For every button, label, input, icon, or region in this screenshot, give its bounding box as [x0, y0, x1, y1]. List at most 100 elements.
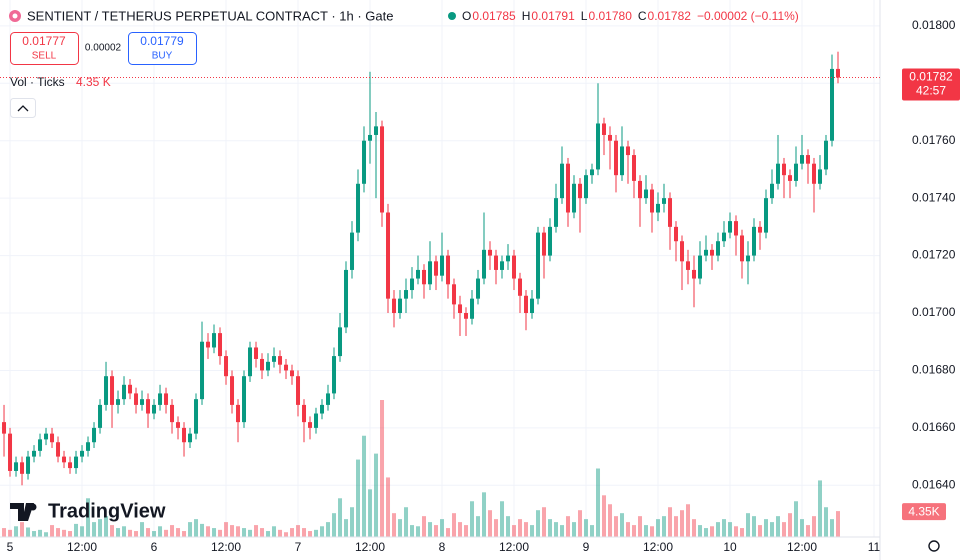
candle-body [302, 404, 307, 423]
volume-bar [818, 480, 823, 537]
candle-body [350, 232, 355, 270]
candle-body [740, 235, 745, 262]
candle-body [284, 364, 289, 371]
y-tick-label: 0.01660 [912, 420, 956, 434]
candle-body [62, 456, 67, 463]
candle-body [344, 269, 349, 328]
volume-bar [380, 400, 385, 537]
volume-bar [92, 522, 97, 537]
candle-body [632, 155, 637, 181]
volume-bar [98, 519, 103, 537]
candle-body [440, 255, 445, 276]
volume-bar [782, 522, 787, 537]
volume-bar [200, 523, 205, 537]
volume-bar [176, 528, 181, 537]
volume-bar [32, 531, 37, 537]
volume-bar [506, 516, 511, 537]
candle-body [554, 198, 559, 227]
volume-bar [524, 522, 529, 537]
settings-icon[interactable] [928, 540, 940, 552]
volume-bar [494, 519, 499, 537]
candle-body [746, 255, 751, 262]
candle-body [542, 232, 547, 256]
candle-body [278, 356, 283, 365]
volume-bar [236, 526, 241, 537]
volume-bar [170, 525, 175, 537]
sell-button[interactable] [10, 32, 79, 65]
volume-bar [368, 489, 373, 537]
candle-body [200, 341, 205, 400]
volume-bar [710, 526, 715, 537]
candle-body [488, 249, 493, 256]
x-tick-label: 10 [723, 540, 737, 554]
candle-body [716, 241, 721, 256]
volume-bar [662, 516, 667, 537]
volume-bar [518, 519, 523, 537]
candle-body [518, 278, 523, 296]
volume-bar [830, 519, 835, 537]
volume-bar [68, 531, 73, 537]
candle-body [812, 163, 817, 184]
volume-bar [326, 522, 331, 537]
volume-bar [14, 526, 19, 537]
candle-body [650, 189, 655, 213]
volume-bar [314, 529, 319, 537]
candle-body [260, 358, 265, 371]
candle-body [608, 134, 613, 141]
volume-bar [344, 519, 349, 537]
candle-body [590, 169, 595, 176]
candle-body [98, 404, 103, 428]
volume-bar [746, 513, 751, 537]
candle-body [698, 255, 703, 279]
candle-body [32, 450, 37, 457]
candle-body [56, 442, 61, 457]
candle-body [524, 295, 529, 314]
candle-body [572, 183, 577, 213]
ohlc-label: H [522, 9, 531, 23]
volume-bar [734, 526, 739, 537]
candle-body [596, 123, 601, 170]
candle-body [338, 327, 343, 357]
candle-body [80, 450, 85, 457]
spread: 0.00002 [85, 43, 122, 54]
volume-bar [158, 526, 163, 537]
volume-bar [242, 528, 247, 537]
candle-body [446, 255, 451, 285]
volume-bar [74, 523, 79, 537]
volume-bar [626, 522, 631, 537]
volume-bar [302, 528, 307, 537]
volume-bar [350, 507, 355, 537]
x-tick-label: 11 [868, 540, 881, 554]
candle-body [20, 462, 25, 474]
volume-bar [254, 525, 259, 537]
collapse-button[interactable] [10, 98, 36, 118]
candle-body [254, 347, 259, 359]
candle-body [470, 298, 475, 319]
volume-bar [194, 519, 199, 537]
volume-bar [56, 528, 61, 537]
candle-body [182, 427, 187, 443]
candle-body [530, 298, 535, 314]
volume-bar [20, 522, 25, 537]
volume-bar [752, 516, 757, 537]
candle-body [404, 290, 409, 299]
candle-body [452, 284, 457, 305]
volume-bar [764, 519, 769, 537]
volume-bar [152, 531, 157, 537]
volume-bar [80, 526, 85, 537]
candle-body [38, 439, 43, 451]
volume-bar [230, 525, 235, 537]
candle-body [356, 183, 361, 233]
candle-body [242, 376, 247, 423]
candle-body [266, 361, 271, 371]
volume-bar [776, 516, 781, 537]
volume-bar [416, 526, 421, 537]
volume-bar [134, 531, 139, 537]
volume-bar [686, 504, 691, 537]
buy-button[interactable] [128, 32, 197, 65]
volume-bar [140, 522, 145, 537]
volume-bar [422, 516, 427, 537]
candle-body [428, 261, 433, 285]
x-tick-label: 6 [151, 540, 158, 554]
